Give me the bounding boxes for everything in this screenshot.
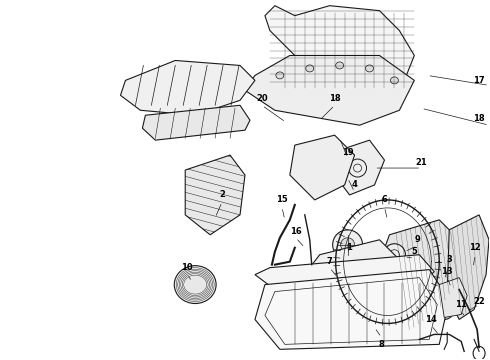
Polygon shape [185,155,245,235]
Text: 3: 3 [446,255,452,264]
Text: 2: 2 [219,190,225,199]
Text: 15: 15 [276,195,288,204]
Polygon shape [305,240,399,310]
Ellipse shape [306,65,314,72]
Text: 13: 13 [441,267,453,276]
Polygon shape [245,55,415,125]
Ellipse shape [174,266,216,303]
Ellipse shape [391,77,398,84]
Text: 4: 4 [352,180,358,189]
Ellipse shape [276,72,284,79]
Text: 5: 5 [412,247,417,256]
Text: 1: 1 [345,243,351,252]
Polygon shape [121,60,255,115]
Polygon shape [290,135,355,200]
Text: 12: 12 [469,243,481,252]
Text: 22: 22 [473,297,485,306]
Text: 11: 11 [455,300,467,309]
Ellipse shape [384,244,405,266]
Text: 8: 8 [379,340,384,349]
Polygon shape [439,278,467,318]
Polygon shape [447,215,489,319]
Text: 16: 16 [290,227,302,236]
Ellipse shape [336,62,343,69]
Text: 18: 18 [329,94,341,103]
Text: 10: 10 [181,263,193,272]
Text: 18: 18 [473,114,485,123]
Text: 6: 6 [382,195,388,204]
Ellipse shape [434,300,454,319]
Ellipse shape [333,230,363,260]
Polygon shape [255,255,434,289]
Polygon shape [369,220,464,334]
Text: 7: 7 [327,257,333,266]
Polygon shape [265,6,415,95]
Text: 9: 9 [415,235,420,244]
Ellipse shape [341,238,355,252]
Polygon shape [143,105,250,140]
Text: 17: 17 [473,76,485,85]
Text: 14: 14 [425,315,437,324]
Text: 20: 20 [256,94,268,103]
Polygon shape [255,270,449,349]
Ellipse shape [366,65,373,72]
Polygon shape [335,140,385,195]
Text: 21: 21 [416,158,427,167]
Text: 19: 19 [342,148,353,157]
